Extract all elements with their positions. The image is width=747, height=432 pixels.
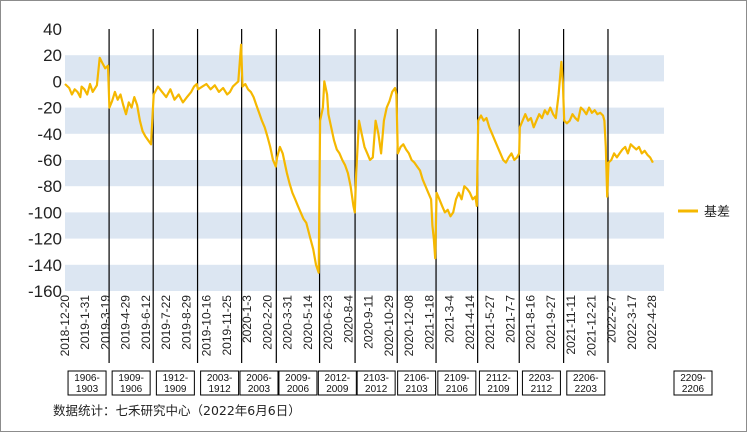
contract-label-box [111,370,151,396]
contract-label-box [437,370,477,396]
x-tick-label: 2019-7-22 [159,295,173,350]
x-tick-label: 2020-3-31 [281,295,295,350]
x-tick-label: 2021-1-18 [422,295,436,350]
x-tick-label: 2019-11-25 [220,295,234,356]
x-tick-label: 2018-12-20 [58,295,72,357]
x-tick-label: 2019-1-31 [78,295,92,350]
x-tick-label: 2020-6-23 [321,295,335,350]
x-tick-label: 2019-6-12 [139,295,153,350]
grid-band [65,107,664,134]
contract-label-line2: 2003 [248,384,271,395]
contract-label-line2: 2109 [487,384,510,395]
contract-label-line2: 1912 [208,384,231,395]
contract-label-box [67,370,107,396]
x-tick-label: 2020-10-29 [382,295,396,357]
legend-label: 基差 [704,205,730,220]
x-tick-label: 2020-12-08 [402,295,416,357]
x-tick-label: 2021-5-27 [483,295,497,350]
x-tick-label: 2021-11-11 [564,295,578,355]
contract-label-box [239,370,279,396]
y-tick-label: -160 [28,282,62,301]
y-tick-label: 0 [53,72,62,91]
x-tick-label: 2021-12-21 [584,295,598,357]
contract-label-line2: 2006 [287,384,310,395]
contract-label-box [521,370,561,396]
contract-label-line1: 2103- [363,373,389,384]
x-axis: 2018-12-20 2019-1-31 2019-3-19 2019-4-29 201… [58,295,659,357]
contract-label-box [397,370,437,396]
x-tick-label: 2020-9-11 [362,295,376,349]
contract-label-line2: 1906 [120,384,143,395]
x-tick-label: 2020-5-14 [301,295,315,350]
legend: 基差 [678,205,730,220]
x-tick-label: 2020-8-4 [341,295,355,343]
grid-band [65,264,664,291]
contract-label-box [278,370,318,396]
x-tick-label: 2020-1-3 [240,295,254,343]
y-tick-label: -100 [28,203,62,222]
contract-label-line1: 2003- [207,373,233,384]
grid-band [65,160,664,187]
x-tick-label: 2020-2-20 [260,295,274,350]
contract-label-line1: 2009- [285,373,311,384]
x-tick-label: 2022-4-28 [645,295,659,350]
contract-label-box [478,370,518,396]
x-tick-label: 2019-8-29 [179,295,193,350]
contract-label-line2: 2112 [531,384,553,395]
contract-label-line1: 2012- [325,373,351,384]
source-note: 数据统计：七禾研究中心（2022年6月6日） [53,403,301,418]
basis-series-line [64,43,654,274]
contract-label-line1: 2109- [444,373,470,384]
x-tick-label: 2021-8-16 [524,295,538,350]
y-tick-label: -140 [28,256,62,275]
y-tick-label: 20 [43,46,62,65]
contract-label-line1: 2106- [404,373,430,384]
y-tick-label: -20 [37,99,62,118]
x-tick-label: 2019-10-16 [200,295,214,357]
contract-label-box [356,370,396,396]
contract-labels: 1906-1903 1909-1906 1912-1909 2003-1912 2006… [67,370,713,396]
contract-label-line1: 1906- [74,373,100,384]
x-tick-label: 2021-3-4 [443,295,457,343]
contract-label-line2: 2012 [365,384,388,395]
contract-label-box [673,370,713,396]
contract-label-line1: 2006- [246,373,272,384]
contract-label-line2: 1903 [76,384,99,395]
contract-label-line1: 1912- [163,373,189,384]
x-tick-label: 2019-4-29 [119,295,133,350]
x-tick-label: 2022-2-7 [605,295,619,343]
y-axis: 40 20 0 -20 -40 -60 -80 -100 -120 -140 -160 [28,20,62,301]
contract-label-box [317,370,357,396]
grid-band [65,55,664,82]
contract-label-box [566,370,606,396]
contract-label-line1: 2112- [486,373,511,384]
contract-label-line2: 2206 [682,384,705,395]
y-tick-label: 40 [43,20,62,39]
contract-label-line1: 2206- [573,373,599,384]
contract-label-line2: 2009 [326,384,349,395]
x-tick-label: 2021-7-7 [503,295,517,343]
x-tick-label: 2019-3-19 [98,295,112,350]
x-tick-label: 2021-9-27 [544,295,558,350]
y-tick-label: -60 [37,151,62,170]
contract-label-box [155,370,195,396]
contract-label-box [200,370,240,396]
x-tick-label: 2022-3-17 [625,295,639,350]
contract-label-line1: 2209- [680,373,706,384]
x-tick-label: 2021-4-14 [463,295,477,350]
contract-label-line1: 2203- [529,373,555,384]
y-tick-label: -40 [37,125,62,144]
contract-label-line2: 1909 [164,384,187,395]
y-tick-label: -120 [28,230,62,249]
y-tick-label: -80 [37,177,62,196]
contract-label-line1: 1909- [118,373,144,384]
contract-label-line2: 2103 [406,384,429,395]
contract-label-line2: 2106 [446,384,469,395]
grid-band [65,212,664,239]
contract-label-line2: 2203 [575,384,598,395]
